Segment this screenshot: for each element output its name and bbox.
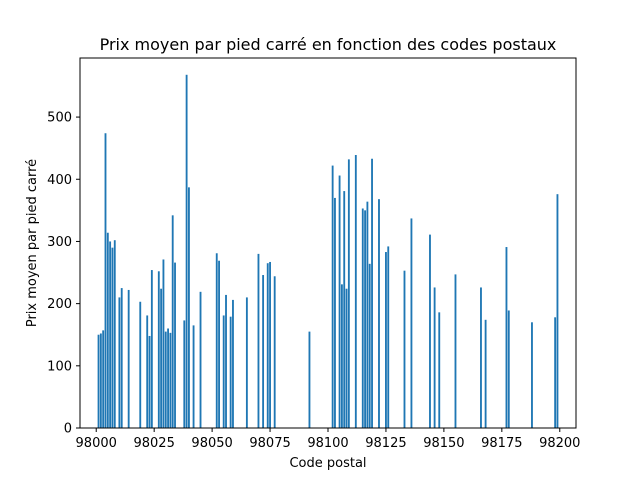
bar-98144 [429,234,431,428]
bar-98001 [97,334,100,428]
bar-98053 [218,260,220,428]
bar-98045 [199,291,202,428]
y-tick-label: 200 [47,297,72,312]
bar-98119 [371,158,373,429]
y-tick-label: 0 [64,422,72,437]
bar-98117 [366,201,369,428]
bar-98039 [185,74,188,428]
y-tick-label: 400 [47,173,72,188]
y-tick-label: 100 [47,359,72,374]
bar-98072 [262,275,265,428]
bar-98023 [148,335,151,428]
bar-98077 [273,276,276,428]
bar-98118 [368,263,371,428]
bar-98056 [225,294,227,428]
bar-98103 [334,197,336,428]
bar-98014 [127,289,130,428]
bar-98155 [454,274,457,428]
bar-98058 [229,316,232,428]
bar-98177 [505,247,508,428]
bar-98074 [266,263,269,428]
y-axis-label: Prix moyen par pied carré [25,159,40,327]
bar-98002 [99,333,102,428]
bar-98105 [338,175,341,428]
bar-98004 [104,133,107,429]
bar-98198 [554,317,557,428]
bar-98007 [111,247,114,428]
x-tick-label: 98050 [191,436,232,451]
bar-98029 [162,259,165,428]
bar-98059 [232,299,234,428]
bar-98070 [257,253,260,428]
bar-98040 [188,187,190,428]
bar-98024 [150,270,153,428]
bar-98136 [410,218,413,428]
bar-98006 [109,241,112,428]
bar-98038 [183,320,186,428]
bar-98109 [347,159,350,429]
bar-98116 [364,210,367,428]
plot-frame [79,57,577,429]
bar-98122 [378,199,380,428]
bar-98032 [169,332,172,428]
bar-98102 [331,165,334,428]
bars-group [97,74,559,429]
bar-98107 [343,191,346,428]
bar-98065 [245,297,248,428]
bar-98027 [157,271,160,428]
bar-98031 [167,328,169,428]
bar-98112 [354,155,357,428]
bar-98052 [215,253,218,428]
bar-98108 [345,288,348,428]
x-tick-label: 98125 [365,436,406,451]
chart-title: Prix moyen par pied carré en fonction de… [100,35,557,54]
bar-98042 [192,325,195,428]
bar-98115 [361,208,364,428]
x-axis-ticks: 98000 98025 98050 98075 98100 98125 98150 98175… [76,428,580,451]
bar-98030 [164,331,167,428]
y-tick-label: 500 [47,111,72,126]
bar-98005 [106,232,109,428]
bar-98178 [507,310,510,428]
bar-98055 [222,315,225,428]
bar-98011 [120,288,123,428]
bar-98019 [139,301,142,428]
x-tick-label: 98075 [249,436,290,451]
bar-98106 [340,284,343,428]
x-tick-label: 98000 [76,436,117,451]
bar-98092 [308,331,311,428]
bar-98199 [556,194,559,428]
bar-98033 [171,215,174,428]
bar-98075 [269,261,271,428]
bar-98166 [480,287,482,428]
x-axis-label: Code postal [289,456,366,471]
y-tick-label: 300 [47,235,72,250]
bar-98125 [385,252,387,428]
y-axis-ticks: 0 100 200 300 400 500 [47,111,80,437]
bar-98146 [433,287,436,428]
bar-98168 [484,319,487,428]
x-tick-label: 98200 [539,436,580,451]
bar-98133 [403,270,406,428]
bar-98008 [113,240,116,428]
bar-98126 [387,246,390,428]
x-tick-label: 98150 [423,436,464,451]
bar-98188 [531,322,533,428]
x-tick-label: 98025 [133,436,174,451]
bar-98034 [174,262,176,428]
bar-98010 [118,297,121,428]
bar-98022 [146,315,149,428]
bar-98028 [160,288,163,428]
bar-98003 [102,330,105,428]
x-tick-label: 98175 [481,436,522,451]
bar-98148 [438,312,441,428]
x-tick-label: 98100 [307,436,348,451]
